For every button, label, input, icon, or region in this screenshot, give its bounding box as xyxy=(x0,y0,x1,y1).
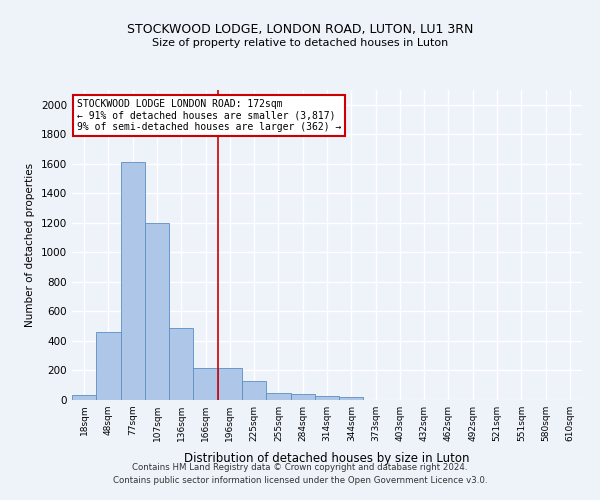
Bar xyxy=(339,398,364,400)
Bar xyxy=(193,368,218,400)
Bar xyxy=(96,332,121,400)
Bar xyxy=(242,381,266,400)
Bar xyxy=(290,394,315,400)
Bar xyxy=(145,223,169,400)
Bar xyxy=(218,368,242,400)
Text: STOCKWOOD LODGE, LONDON ROAD, LUTON, LU1 3RN: STOCKWOOD LODGE, LONDON ROAD, LUTON, LU1… xyxy=(127,22,473,36)
Text: Size of property relative to detached houses in Luton: Size of property relative to detached ho… xyxy=(152,38,448,48)
Bar xyxy=(169,328,193,400)
X-axis label: Distribution of detached houses by size in Luton: Distribution of detached houses by size … xyxy=(184,452,470,466)
Bar xyxy=(315,396,339,400)
Text: Contains HM Land Registry data © Crown copyright and database right 2024.
Contai: Contains HM Land Registry data © Crown c… xyxy=(113,464,487,485)
Bar xyxy=(72,395,96,400)
Bar xyxy=(121,162,145,400)
Y-axis label: Number of detached properties: Number of detached properties xyxy=(25,163,35,327)
Bar xyxy=(266,392,290,400)
Text: STOCKWOOD LODGE LONDON ROAD: 172sqm
← 91% of detached houses are smaller (3,817): STOCKWOOD LODGE LONDON ROAD: 172sqm ← 91… xyxy=(77,100,341,132)
